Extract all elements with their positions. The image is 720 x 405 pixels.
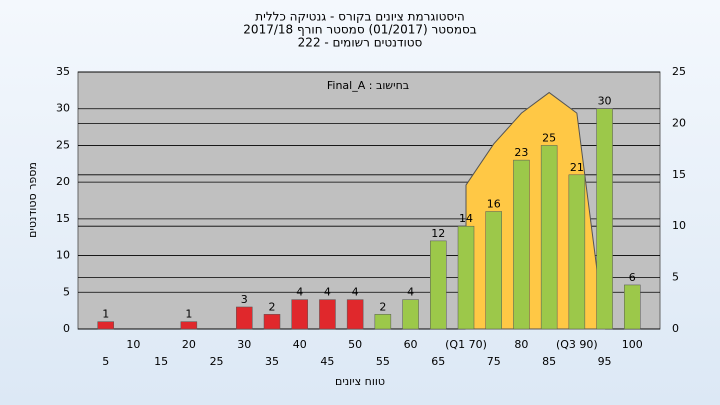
data-label: 21	[570, 161, 584, 174]
data-label: 4	[324, 286, 331, 299]
y-tick-label: 5	[63, 285, 70, 298]
x-tick-label: 60	[404, 338, 418, 351]
y-axis-label: מספר סטודנטים	[26, 162, 39, 238]
y2-tick-label: 5	[672, 271, 679, 284]
x-tick-label: 40	[293, 338, 307, 351]
x-tick-label: 85	[542, 355, 556, 368]
y-tick-label: 15	[56, 212, 70, 225]
data-label: 4	[296, 286, 303, 299]
bar	[430, 240, 447, 330]
data-label: 1	[102, 308, 109, 321]
bar	[457, 225, 475, 330]
annotation: Final_A : בחישוב	[327, 79, 409, 92]
data-label: 4	[352, 286, 359, 299]
y-tick-label: 0	[63, 322, 70, 335]
data-label: 2	[379, 300, 386, 313]
chart-title: היסטוגרמת ציונים בקורס - גנטיקה כללית	[255, 10, 464, 24]
x-tick-label: 100	[622, 338, 643, 351]
y2-tick-label: 15	[672, 168, 686, 181]
x-tick-label: 15	[154, 355, 168, 368]
bar	[180, 321, 198, 330]
data-label: 12	[431, 227, 445, 240]
bar	[540, 145, 558, 330]
y-tick-label: 25	[56, 138, 70, 151]
x-tick-label: 95	[598, 355, 612, 368]
bar	[236, 306, 253, 330]
data-label: 4	[407, 286, 414, 299]
chart-title: סטודנטים רשומים - 222	[298, 36, 423, 50]
data-label: 1	[185, 308, 192, 321]
x-tick-label: (Q1 70)	[445, 338, 487, 351]
bar	[513, 159, 530, 330]
bar	[263, 314, 281, 330]
y-tick-label: 20	[56, 175, 70, 188]
bar	[624, 284, 641, 330]
chart-title: בסמסטר (01/2017) סמסטר חורף 2017/18	[243, 23, 476, 37]
x-tick-label: 80	[514, 338, 528, 351]
x-tick-label: 20	[182, 338, 196, 351]
y2-tick-label: 0	[672, 322, 679, 335]
data-label: 3	[241, 293, 248, 306]
y-tick-label: 10	[56, 249, 70, 262]
x-tick-label: 30	[237, 338, 251, 351]
bar	[568, 174, 586, 330]
y2-tick-label: 10	[672, 219, 686, 232]
bar	[402, 299, 419, 330]
bar	[485, 211, 502, 330]
x-tick-label: 65	[431, 355, 445, 368]
bar	[319, 299, 336, 330]
x-axis-label: טווח ציונים	[335, 375, 385, 388]
data-label: 14	[459, 212, 473, 225]
bar	[346, 299, 364, 330]
x-tick-label: 35	[265, 355, 279, 368]
x-tick-label: 50	[348, 338, 362, 351]
x-tick-label: 5	[102, 355, 109, 368]
bar	[291, 299, 308, 330]
y2-tick-label: 25	[672, 65, 686, 78]
x-tick-label: 55	[376, 355, 390, 368]
data-label: 6	[629, 271, 636, 284]
x-tick-label: 25	[210, 355, 224, 368]
y-tick-label: 30	[56, 102, 70, 115]
bar	[374, 314, 392, 330]
y2-tick-label: 20	[672, 116, 686, 129]
y-tick-label: 35	[56, 65, 70, 78]
data-label: 25	[542, 131, 556, 144]
data-label: 2	[269, 300, 276, 313]
x-tick-label: 75	[487, 355, 501, 368]
bar	[596, 108, 613, 330]
x-tick-label: 45	[320, 355, 334, 368]
x-tick-label: 10	[126, 338, 140, 351]
data-label: 23	[514, 146, 528, 159]
data-label: 30	[598, 95, 612, 108]
x-tick-label: (Q3 90)	[556, 338, 598, 351]
data-label: 16	[487, 198, 501, 211]
bar	[97, 321, 114, 330]
